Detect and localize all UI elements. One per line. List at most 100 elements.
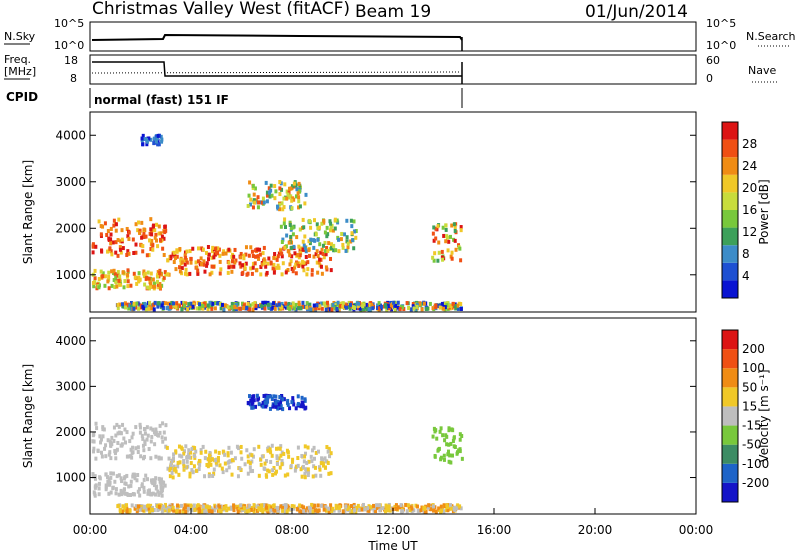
heatmap-cell (346, 506, 350, 511)
heatmap-cell (454, 247, 458, 252)
heatmap-cell (249, 469, 253, 474)
heatmap-cell (104, 472, 108, 477)
heatmap-cell (107, 477, 111, 482)
heatmap-cell (198, 509, 202, 514)
heatmap-cell (104, 485, 108, 490)
x-tick-label: 12:00 (376, 523, 411, 537)
heatmap-cell (286, 402, 290, 407)
heatmap-cell (320, 306, 324, 311)
heatmap-cell (174, 267, 178, 272)
heatmap-cell (268, 194, 272, 199)
heatmap-cell (265, 190, 269, 195)
heatmap-cell (327, 509, 331, 514)
heatmap-cell (154, 232, 158, 237)
heatmap-cell (151, 277, 155, 282)
heatmap-cell (240, 263, 244, 268)
heatmap-cell (149, 137, 153, 142)
heatmap-cell (408, 505, 412, 510)
heatmap-cell (163, 230, 167, 235)
heatmap-cell (204, 449, 208, 454)
heatmap-cell (164, 508, 168, 513)
heatmap-cell (308, 253, 312, 258)
x-tick-label: 20:00 (578, 523, 613, 537)
heatmap-cell (451, 301, 455, 306)
heatmap-cell (290, 504, 294, 509)
heatmap-cell (140, 235, 144, 240)
heatmap-cell (309, 225, 313, 230)
heatmap-cell (176, 464, 180, 469)
heatmap-cell (319, 264, 323, 269)
heatmap-cell (226, 451, 230, 456)
heatmap-cell (116, 503, 120, 508)
heatmap-cell (243, 462, 247, 467)
heatmap-cell (218, 301, 222, 306)
heatmap-cell (316, 237, 320, 242)
heatmap-cell (324, 505, 328, 510)
heatmap-cell (451, 506, 455, 511)
heatmap-cell (137, 306, 141, 311)
heatmap-cell (248, 452, 252, 457)
heatmap-cell (454, 506, 458, 511)
heatmap-cell (211, 245, 215, 250)
heatmap-cell (91, 474, 95, 479)
heatmap-cell (277, 251, 281, 256)
heatmap-cell (160, 234, 164, 239)
heatmap-cell (231, 259, 235, 264)
heatmap-cell (134, 222, 138, 227)
heatmap-cell (291, 196, 295, 201)
heatmap-cell (116, 238, 120, 243)
heatmap-cell (319, 503, 323, 508)
heatmap-cell (354, 235, 358, 240)
heatmap-cell (99, 232, 103, 237)
cpid-label: CPID (6, 90, 38, 104)
heatmap-cell (319, 461, 323, 466)
heatmap-cell (189, 260, 193, 265)
heatmap-cell (170, 503, 174, 508)
heatmap-cell (113, 479, 117, 484)
heatmap-cell (322, 255, 326, 260)
heatmap-cell (440, 255, 444, 260)
heatmap-cell (207, 460, 211, 465)
heatmap-cell (320, 456, 324, 461)
heatmap-cell (304, 405, 308, 410)
heatmap-cell (210, 255, 214, 260)
heatmap-cell (261, 400, 265, 405)
heatmap-cell (101, 224, 105, 229)
heatmap-cell (187, 302, 191, 307)
colorbar-tick-label: 20 (742, 181, 757, 195)
heatmap-cell (381, 506, 385, 511)
colorbar-swatch (722, 122, 738, 140)
heatmap-cell (134, 250, 138, 255)
heatmap-cell (280, 301, 284, 306)
heatmap-cell (444, 239, 448, 244)
heatmap-cell (311, 448, 315, 453)
heatmap-cell (262, 257, 266, 262)
heatmap-cell (318, 257, 322, 262)
heatmap-cell (146, 285, 150, 290)
heatmap-cell (232, 504, 236, 509)
heatmap-cell (269, 394, 273, 399)
heatmap-cell (177, 444, 181, 449)
heatmap-cell (287, 301, 291, 306)
heatmap-cell (132, 304, 136, 309)
heatmap-cell (203, 269, 207, 274)
heatmap-cell (374, 506, 378, 511)
heatmap-cell (352, 229, 356, 234)
heatmap-cell (350, 509, 354, 514)
heatmap-cell (410, 509, 414, 514)
heatmap-cell (180, 503, 184, 508)
velocity-ylabel: Slant Range [km] (21, 364, 35, 468)
heatmap-cell (320, 221, 324, 226)
heatmap-cell (312, 254, 316, 259)
freq-label-1: Freq. (4, 53, 31, 66)
heatmap-cell (300, 509, 304, 514)
heatmap-cell (367, 307, 371, 312)
colorbar-tick-label: 15 (742, 399, 757, 413)
heatmap-cell (281, 397, 285, 402)
heatmap-cell (124, 440, 128, 445)
heatmap-cell (216, 458, 220, 463)
heatmap-cell (322, 218, 326, 223)
heatmap-cell (91, 250, 95, 255)
heatmap-cell (306, 467, 310, 472)
heatmap-cell (211, 249, 215, 254)
